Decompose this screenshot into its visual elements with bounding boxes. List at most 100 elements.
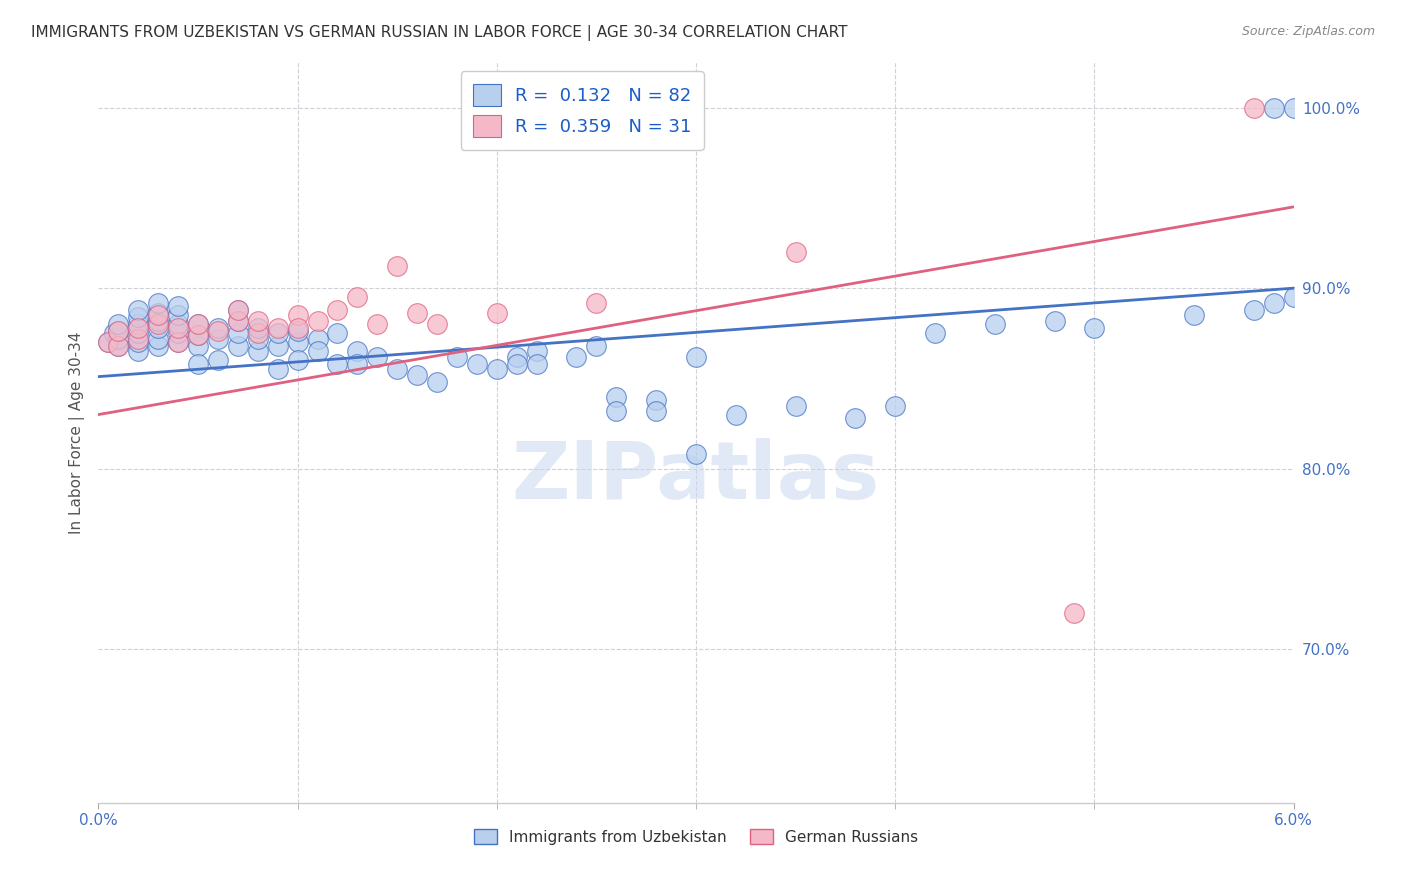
Point <box>326 357 349 371</box>
Point <box>107 339 129 353</box>
Point <box>406 306 429 320</box>
Point <box>148 313 170 327</box>
Point <box>246 321 269 335</box>
Point <box>127 310 149 324</box>
Point <box>246 313 269 327</box>
Point <box>187 328 209 343</box>
Point <box>207 332 229 346</box>
Point <box>785 399 807 413</box>
Point <box>148 332 170 346</box>
Point <box>685 350 707 364</box>
Point <box>585 295 607 310</box>
Point <box>226 302 249 317</box>
Point <box>107 325 129 339</box>
Point <box>148 295 170 310</box>
Point <box>187 328 209 343</box>
Point <box>127 302 149 317</box>
Point <box>346 290 368 304</box>
Point <box>1282 290 1305 304</box>
Point <box>148 306 170 320</box>
Point <box>346 357 368 371</box>
Point <box>307 344 329 359</box>
Point <box>207 321 229 335</box>
Point <box>287 308 309 322</box>
Point <box>187 339 209 353</box>
Point <box>585 339 607 353</box>
Point <box>267 362 290 376</box>
Point <box>1043 313 1066 327</box>
Point <box>526 357 548 371</box>
Point <box>226 313 249 327</box>
Point <box>226 326 249 341</box>
Point <box>406 368 429 382</box>
Point <box>1243 101 1265 115</box>
Point <box>127 318 149 332</box>
Point <box>226 313 249 327</box>
Point <box>1263 101 1285 115</box>
Point <box>1182 308 1205 322</box>
Point <box>246 344 269 359</box>
Text: IMMIGRANTS FROM UZBEKISTAN VS GERMAN RUSSIAN IN LABOR FORCE | AGE 30-34 CORRELAT: IMMIGRANTS FROM UZBEKISTAN VS GERMAN RUS… <box>31 25 848 41</box>
Point <box>1282 101 1305 115</box>
Point <box>645 404 668 418</box>
Point <box>148 339 170 353</box>
Point <box>148 308 170 322</box>
Point <box>127 321 149 335</box>
Point <box>1083 321 1105 335</box>
Point <box>167 299 190 313</box>
Point <box>924 326 946 341</box>
Point <box>485 362 508 376</box>
Point <box>127 344 149 359</box>
Point <box>267 339 290 353</box>
Point <box>226 339 249 353</box>
Point <box>307 313 329 327</box>
Point <box>565 350 588 364</box>
Point <box>465 357 488 371</box>
Point <box>207 325 229 339</box>
Point <box>287 335 309 350</box>
Point <box>107 318 129 332</box>
Point <box>97 335 120 350</box>
Text: ZIPatlas: ZIPatlas <box>512 438 880 516</box>
Point <box>785 245 807 260</box>
Point <box>1243 302 1265 317</box>
Point <box>346 344 368 359</box>
Point <box>426 318 449 332</box>
Point <box>267 326 290 341</box>
Legend: Immigrants from Uzbekistan, German Russians: Immigrants from Uzbekistan, German Russi… <box>468 822 924 851</box>
Point <box>724 408 747 422</box>
Point <box>1063 606 1085 620</box>
Point <box>246 332 269 346</box>
Point <box>246 326 269 341</box>
Point <box>385 362 409 376</box>
Point <box>267 321 290 335</box>
Point <box>148 321 170 335</box>
Point <box>107 339 129 353</box>
Point <box>326 302 349 317</box>
Point <box>167 335 190 350</box>
Point <box>167 308 190 322</box>
Point <box>127 326 149 341</box>
Point <box>884 399 907 413</box>
Point <box>167 335 190 350</box>
Point <box>287 321 309 335</box>
Point <box>984 318 1007 332</box>
Y-axis label: In Labor Force | Age 30-34: In Labor Force | Age 30-34 <box>69 331 84 534</box>
Point <box>187 318 209 332</box>
Point <box>366 350 388 364</box>
Point <box>103 326 125 341</box>
Point <box>307 332 329 346</box>
Point <box>187 318 209 332</box>
Point <box>127 332 149 346</box>
Point <box>97 335 120 350</box>
Point <box>605 404 627 418</box>
Point <box>187 357 209 371</box>
Point <box>426 375 449 389</box>
Point <box>506 350 529 364</box>
Point <box>107 325 129 339</box>
Point <box>366 318 388 332</box>
Point <box>506 357 529 371</box>
Point <box>326 326 349 341</box>
Point <box>485 306 508 320</box>
Point <box>207 353 229 368</box>
